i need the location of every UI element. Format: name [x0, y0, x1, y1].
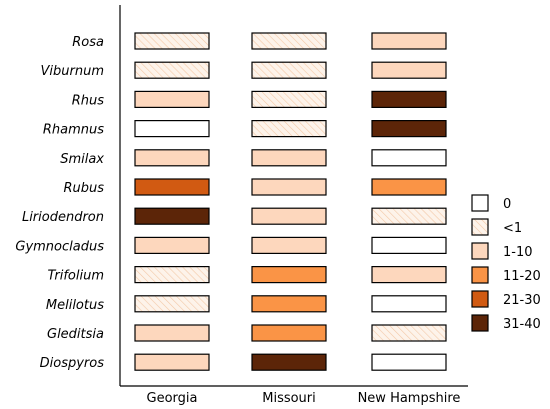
heatmap-cell: [134, 32, 210, 50]
row-label: Gleditsia: [47, 327, 104, 342]
row-label: Rubus: [63, 181, 104, 196]
row-label: Rhus: [72, 93, 105, 108]
heatmap-cell: [134, 90, 210, 109]
row-label: Gymnocladus: [15, 239, 104, 254]
row-label: Melilotus: [46, 298, 104, 313]
row-label: Smilax: [60, 152, 104, 167]
heatmap-cell: [371, 295, 447, 313]
heatmap-cell: [371, 353, 447, 371]
heatmap-cell: [251, 353, 327, 371]
column-labels: Georgia Missouri New Hampshire: [147, 391, 461, 406]
heatmap-cell: [134, 353, 210, 371]
heatmap-cell: [251, 324, 327, 342]
heatmap-cell: [134, 236, 210, 254]
column-label: New Hampshire: [358, 391, 461, 406]
heatmap-cell: [371, 61, 447, 79]
heatmap-cell: [251, 266, 327, 284]
row-labels: Rosa Viburnum Rhus Rhamnus Smilax Rubus Liriod…: [15, 35, 104, 371]
heatmap-cell: [371, 90, 447, 109]
heatmap-cell: [134, 149, 210, 167]
row-label: Trifolium: [47, 269, 104, 284]
heatmap-cell: [371, 32, 447, 50]
legend-label: <1: [503, 221, 522, 236]
heatmap-cell: [251, 178, 327, 196]
heatmap-cell: [134, 295, 210, 313]
heatmap-cell: [371, 236, 447, 254]
column-label: Missouri: [262, 391, 316, 406]
legend-swatch: [471, 218, 489, 236]
heatmap-cell: [134, 119, 210, 138]
legend-swatch: [471, 266, 489, 284]
heatmap-cell: [371, 207, 447, 225]
legend-swatch: [471, 242, 489, 260]
legend-label: 31-40: [503, 317, 541, 332]
legend-swatch: [471, 194, 489, 212]
row-label: Viburnum: [41, 64, 104, 79]
heatmap-cell: [134, 266, 210, 284]
row-label: Rosa: [72, 35, 104, 50]
legend-swatch: [471, 314, 489, 332]
row-label: Rhamnus: [43, 123, 104, 138]
heatmap-cell: [251, 149, 327, 167]
heatmap-cell: [251, 61, 327, 79]
heatmap-cell: [371, 119, 447, 138]
legend: 0 <1 1-10 11-20 21-30 31-40: [471, 194, 541, 332]
heatmap-cell: [251, 32, 327, 50]
legend-label: 21-30: [503, 293, 541, 308]
column-label: Georgia: [147, 391, 198, 406]
heatmap-cell: [251, 207, 327, 225]
heatmap-cell: [134, 178, 210, 196]
row-label: Diospyros: [40, 356, 105, 371]
legend-label: 1-10: [503, 245, 533, 260]
legend-label: 11-20: [503, 269, 541, 284]
heatmap-cell: [371, 324, 447, 342]
heatmap-cell: [251, 90, 327, 109]
heatmap-cell: [134, 207, 210, 225]
heatmap-cell: [134, 324, 210, 342]
heatmap-cell: [134, 61, 210, 79]
row-label: Liriodendron: [22, 210, 104, 225]
heatmap-cell: [371, 149, 447, 167]
legend-swatch: [471, 290, 489, 308]
heatmap-cell: [251, 236, 327, 254]
heatmap-cells: [134, 32, 447, 371]
heatmap-cell: [371, 266, 447, 284]
legend-label: 0: [503, 197, 511, 212]
heatmap-cell: [371, 178, 447, 196]
heatmap-cell: [251, 295, 327, 313]
heatmap-cell: [251, 119, 327, 138]
